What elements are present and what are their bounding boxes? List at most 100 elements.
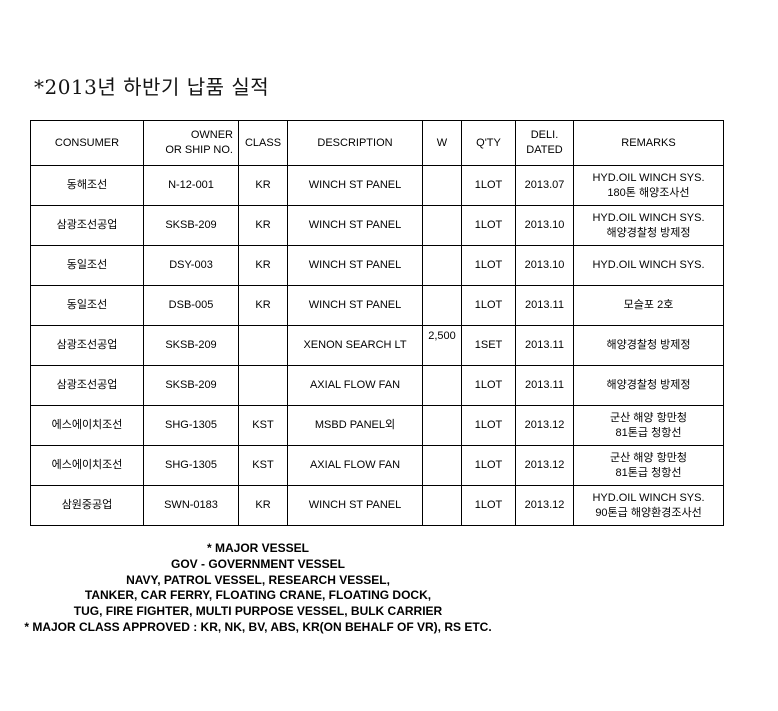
cell-line: WINCH ST PANEL bbox=[308, 179, 402, 191]
cell-line: SHG-1305 bbox=[165, 419, 217, 431]
cell-remarks: HYD.OIL WINCH SYS. 90톤급 해양환경조사선 bbox=[573, 485, 724, 526]
cell-line: 81톤급 청항선 bbox=[615, 466, 682, 479]
col-header-qty: Q'TY bbox=[461, 120, 516, 166]
cell-line: KR bbox=[255, 219, 271, 231]
table-row: 동일조선 DSY-003 KR WINCH ST PANEL 1LOT 2013.10 HY… bbox=[30, 245, 724, 286]
table-row: 동해조선 N-12-001 KR WINCH ST PANEL 1LOT 2013.07 H… bbox=[30, 165, 724, 206]
cell-class: KR bbox=[238, 245, 288, 286]
cell-description: WINCH ST PANEL bbox=[287, 245, 423, 286]
col-header-remarks: REMARKS bbox=[573, 120, 724, 166]
cell-owner-or-ship-no: N-12-001 bbox=[143, 165, 239, 206]
cell-remarks: HYD.OIL WINCH SYS. bbox=[573, 245, 724, 286]
cell-description: WINCH ST PANEL bbox=[287, 165, 423, 206]
cell-owner-or-ship-no: SKSB-209 bbox=[143, 205, 239, 246]
cell-line: 2013.12 bbox=[524, 459, 565, 471]
cell-description: WINCH ST PANEL bbox=[287, 485, 423, 526]
table-row: 삼광조선공업 SKSB-209 KR WINCH ST PANEL 1LOT 2013.1… bbox=[30, 205, 724, 246]
cell-line: 1LOT bbox=[474, 379, 503, 391]
cell-line: 군산 해양 항만청 bbox=[610, 451, 687, 464]
cell-owner-or-ship-no: SHG-1305 bbox=[143, 445, 239, 486]
cell-w bbox=[422, 285, 462, 326]
cell-qty: 1LOT bbox=[461, 165, 516, 206]
col-header-line: OR SHIP NO. bbox=[165, 144, 233, 156]
cell-deli-dated: 2013.12 bbox=[515, 485, 574, 526]
cell-line: 1LOT bbox=[474, 259, 503, 271]
col-header-w: W bbox=[422, 120, 462, 166]
cell-w bbox=[422, 365, 462, 406]
table-row: 삼원중공업 SWN-0183 KR WINCH ST PANEL 1LOT 2013.12… bbox=[30, 485, 724, 526]
footer-line: TANKER, CAR FERRY, FLOATING CRANE, FLOAT… bbox=[84, 588, 432, 603]
col-header-deli-dated: DELI. DATED bbox=[515, 120, 574, 166]
cell-remarks: 군산 해양 항만청 81톤급 청항선 bbox=[573, 405, 724, 446]
cell-remarks: HYD.OIL WINCH SYS. 180톤 해양조사선 bbox=[573, 165, 724, 206]
cell-line: 해양경찰청 방제정 bbox=[606, 339, 691, 351]
cell-line: 2013.11 bbox=[525, 379, 564, 391]
cell-class: KR bbox=[238, 285, 288, 326]
cell-line: 1LOT bbox=[474, 459, 503, 471]
cell-line: HYD.OIL WINCH SYS. bbox=[592, 211, 705, 224]
cell-deli-dated: 2013.11 bbox=[515, 365, 574, 406]
cell-description: WINCH ST PANEL bbox=[287, 285, 423, 326]
cell-line: AXIAL FLOW FAN bbox=[309, 379, 401, 391]
cell-line: 1LOT bbox=[474, 499, 503, 511]
cell-class: KST bbox=[238, 405, 288, 446]
cell-line: 해양경찰청 방제정 bbox=[606, 226, 691, 239]
cell-deli-dated: 2013.11 bbox=[515, 285, 574, 326]
footer-line: TUG, FIRE FIGHTER, MULTI PURPOSE VESSEL,… bbox=[73, 604, 443, 619]
footer-line: * MAJOR VESSEL bbox=[206, 541, 310, 555]
cell-line: 2013.12 bbox=[524, 419, 565, 431]
col-header-line: OWNER bbox=[190, 129, 233, 141]
cell-consumer: 에스에이치조선 bbox=[30, 405, 144, 446]
cell-description: MSBD PANEL외 bbox=[287, 405, 423, 446]
cell-class: KST bbox=[238, 445, 288, 486]
col-header-description: DESCRIPTION bbox=[287, 120, 423, 166]
cell-consumer: 동일조선 bbox=[30, 245, 144, 286]
cell-description: XENON SEARCH LT bbox=[287, 325, 423, 366]
page-title: *2013년 하반기 납품 실적 bbox=[34, 75, 270, 99]
cell-consumer: 동해조선 bbox=[30, 165, 144, 206]
cell-consumer: 에스에이치조선 bbox=[30, 445, 144, 486]
table-row: 동일조선 DSB-005 KR WINCH ST PANEL 1LOT 2013.11 모슬… bbox=[30, 285, 724, 326]
cell-owner-or-ship-no: DSB-005 bbox=[143, 285, 239, 326]
cell-line: HYD.OIL WINCH SYS. bbox=[592, 171, 705, 184]
cell-description: WINCH ST PANEL bbox=[287, 205, 423, 246]
cell-remarks: 해양경찰청 방제정 bbox=[573, 365, 724, 406]
cell-line: KR bbox=[255, 299, 271, 311]
cell-class: KR bbox=[238, 485, 288, 526]
cell-line: 2013.11 bbox=[525, 299, 564, 311]
cell-line: 2013.10 bbox=[524, 219, 565, 231]
cell-line: 삼광조선공업 bbox=[56, 339, 118, 351]
cell-line: 2,500 bbox=[428, 330, 456, 342]
cell-line: SKSB-209 bbox=[165, 339, 217, 351]
cell-line: 에스에이치조선 bbox=[51, 459, 123, 471]
cell-remarks: HYD.OIL WINCH SYS. 해양경찰청 방제정 bbox=[573, 205, 724, 246]
cell-line: HYD.OIL WINCH SYS. bbox=[592, 491, 705, 504]
cell-w: 2,500 bbox=[422, 325, 462, 366]
cell-deli-dated: 2013.10 bbox=[515, 205, 574, 246]
cell-line: 1SET bbox=[474, 339, 503, 351]
cell-line: 2013.12 bbox=[524, 499, 565, 511]
cell-line: WINCH ST PANEL bbox=[308, 499, 402, 511]
col-header-line: REMARKS bbox=[621, 136, 676, 149]
cell-line: WINCH ST PANEL bbox=[308, 299, 402, 311]
footer-line: NAVY, PATROL VESSEL, RESEARCH VESSEL, bbox=[126, 572, 390, 587]
delivery-table: CONSUMER OWNER OR SHIP NO. CLASS DESCRIPTION… bbox=[30, 120, 724, 526]
cell-line: 1LOT bbox=[474, 419, 503, 431]
cell-remarks: 모슬포 2호 bbox=[573, 285, 724, 326]
cell-line: 90톤급 해양환경조사선 bbox=[595, 506, 702, 519]
cell-line: KST bbox=[252, 459, 274, 471]
cell-line: 81톤급 청항선 bbox=[615, 426, 682, 439]
footer-line: GOV - GOVERNMENT VESSEL bbox=[170, 556, 346, 571]
cell-line: 1LOT bbox=[474, 299, 503, 311]
col-header-line: Q'TY bbox=[476, 136, 501, 149]
table-row: 삼광조선공업 SKSB-209 XENON SEARCH LT 2,500 1SET 20… bbox=[30, 325, 724, 366]
cell-qty: 1LOT bbox=[461, 445, 516, 486]
table-row: 에스에이치조선 SHG-1305 KST MSBD PANEL외 1LOT 2013.12… bbox=[30, 405, 724, 446]
cell-line: 삼광조선공업 bbox=[56, 379, 118, 391]
cell-consumer: 삼광조선공업 bbox=[30, 325, 144, 366]
cell-line: KR bbox=[255, 499, 271, 511]
cell-line: SKSB-209 bbox=[165, 379, 217, 391]
cell-class: KR bbox=[238, 165, 288, 206]
cell-w bbox=[422, 165, 462, 206]
cell-line: 삼원중공업 bbox=[61, 499, 113, 511]
